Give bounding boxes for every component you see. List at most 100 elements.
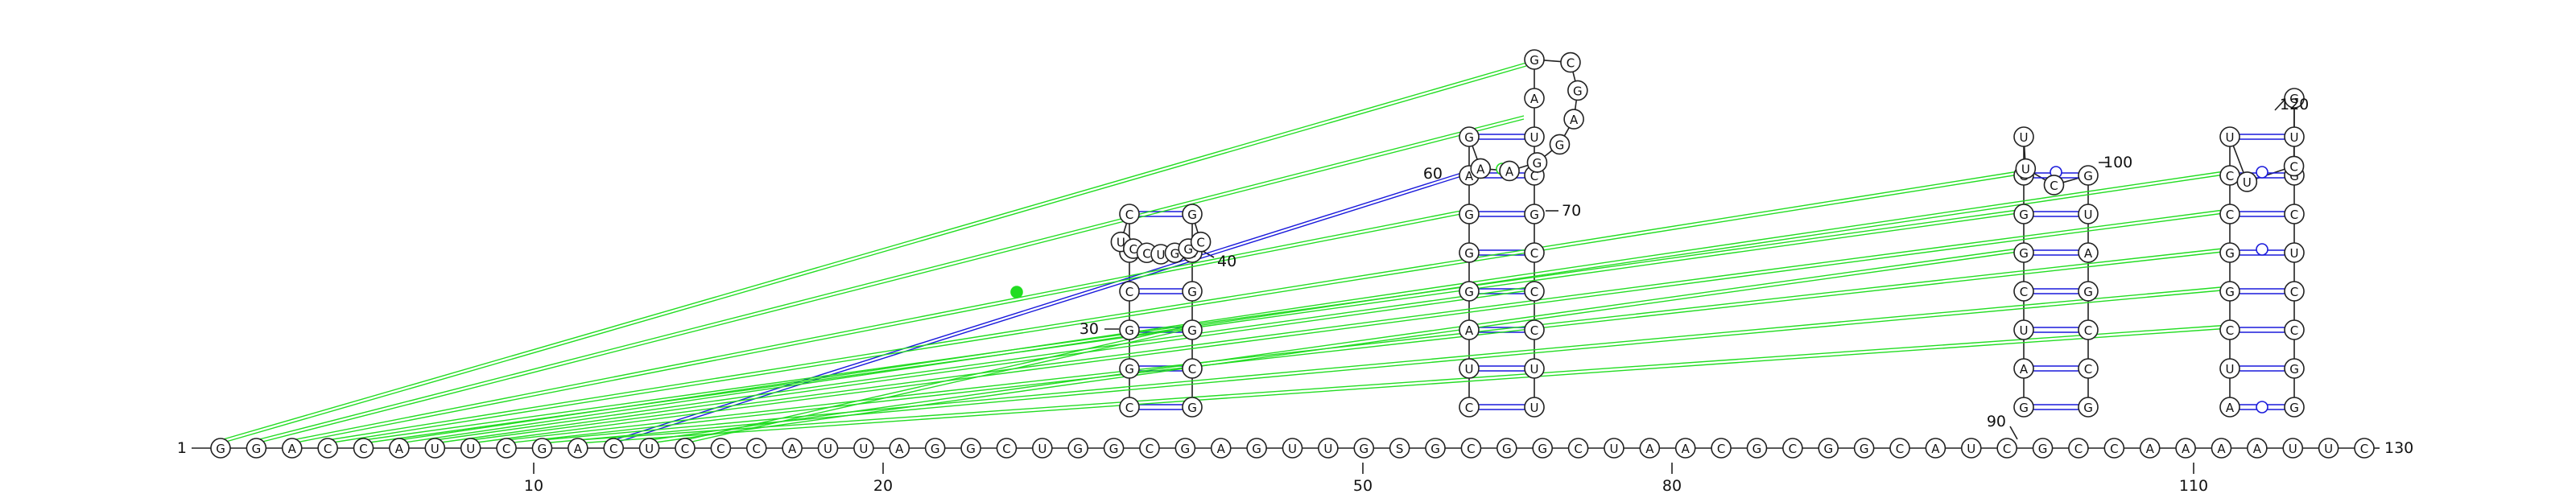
pseudoknot-pair bbox=[398, 173, 2231, 444]
pseudoknot-pair bbox=[220, 62, 1527, 441]
position-label-60: 60 bbox=[1423, 165, 1443, 183]
svg-text:C: C bbox=[1196, 236, 1204, 250]
svg-text:A: A bbox=[2253, 442, 2262, 456]
svg-text:G: G bbox=[2289, 92, 2299, 106]
position-label-10: 10 bbox=[524, 477, 543, 495]
svg-text:G: G bbox=[1125, 362, 1134, 377]
svg-text:A: A bbox=[1217, 442, 1226, 456]
svg-text:C: C bbox=[2074, 442, 2083, 456]
svg-text:C: C bbox=[1896, 442, 1904, 456]
position-label-80: 80 bbox=[1662, 477, 1682, 495]
svg-text:G: G bbox=[1464, 208, 1474, 222]
baseline-nucleotide: G bbox=[1818, 438, 1839, 459]
hairpin-1-five-prime-nucleotide: G bbox=[1119, 358, 1140, 379]
svg-text:G: G bbox=[931, 442, 940, 456]
svg-text:A: A bbox=[2020, 362, 2029, 377]
baseline-nucleotide: C bbox=[1139, 438, 1160, 459]
hairpin-4-three-prime-nucleotide: G bbox=[2284, 397, 2305, 418]
svg-text:C: C bbox=[2084, 323, 2092, 338]
svg-text:G: G bbox=[1530, 53, 1539, 68]
baseline-nucleotide: A bbox=[281, 438, 303, 459]
svg-text:A: A bbox=[1465, 169, 1474, 183]
loop-backbone bbox=[2062, 177, 2079, 183]
hairpin-2-loop-nucleotide: G bbox=[1567, 80, 1588, 101]
pseudoknot-pair bbox=[613, 170, 1470, 441]
svg-text:A: A bbox=[574, 442, 583, 456]
loop-backbone bbox=[2033, 172, 2046, 181]
noncanonical-pair-marker bbox=[2256, 401, 2268, 414]
baseline-nucleotide: U bbox=[2282, 438, 2304, 459]
pseudoknot-pair bbox=[256, 115, 1525, 441]
svg-text:U: U bbox=[2324, 442, 2333, 456]
loop-backbone bbox=[1543, 60, 1562, 63]
baseline-nucleotide: A bbox=[889, 438, 910, 459]
baseline-nucleotide: C bbox=[710, 438, 732, 459]
svg-text:G: G bbox=[1464, 285, 1474, 299]
svg-text:C: C bbox=[2084, 362, 2092, 377]
hairpin-4-three-prime-nucleotide: C bbox=[2284, 204, 2305, 224]
svg-text:U: U bbox=[1967, 442, 1975, 456]
position-label-120: 120 bbox=[2280, 96, 2309, 113]
baseline-nucleotide: A bbox=[1639, 438, 1661, 459]
svg-text:U: U bbox=[1465, 362, 1474, 377]
svg-text:U: U bbox=[2290, 246, 2299, 261]
svg-text:U: U bbox=[824, 442, 832, 456]
svg-text:G: G bbox=[1187, 285, 1197, 299]
baseline-nucleotide: A bbox=[389, 438, 410, 459]
svg-text:A: A bbox=[2146, 442, 2155, 456]
hairpin-2-three-prime-nucleotide: A bbox=[1524, 88, 1545, 109]
svg-text:G: G bbox=[966, 442, 976, 456]
svg-text:G: G bbox=[1464, 130, 1474, 145]
svg-text:C: C bbox=[2050, 179, 2058, 193]
svg-text:C: C bbox=[1789, 442, 1797, 456]
hairpin-3-five-prime-nucleotide: C bbox=[2013, 281, 2034, 302]
loop-backbone bbox=[1572, 71, 1576, 81]
svg-text:G: G bbox=[2289, 401, 2299, 415]
svg-text:A: A bbox=[2226, 401, 2235, 415]
baseline-nucleotide: C bbox=[2103, 438, 2125, 459]
hairpin-3-three-prime-nucleotide: C bbox=[2078, 358, 2099, 379]
baseline-nucleotide: C bbox=[675, 438, 696, 459]
pseudoknot-pair bbox=[577, 324, 2231, 441]
baseline-nucleotide: G bbox=[1174, 438, 1196, 459]
svg-text:G: G bbox=[1573, 84, 1583, 98]
label-leader bbox=[2274, 99, 2285, 111]
hairpin-4-five-prime-nucleotide: U bbox=[2219, 126, 2240, 147]
svg-text:G: G bbox=[2019, 401, 2029, 415]
position-label-50: 50 bbox=[1353, 477, 1373, 495]
svg-text:G: G bbox=[1125, 323, 1134, 338]
pseudoknot-pair bbox=[506, 247, 2231, 441]
svg-text:U: U bbox=[431, 442, 440, 456]
loop-backbone bbox=[1563, 127, 1570, 137]
baseline-nucleotide: G bbox=[1067, 438, 1088, 459]
svg-text:A: A bbox=[1645, 442, 1654, 456]
hairpin-1-five-prime-nucleotide: G bbox=[1119, 319, 1140, 340]
position-label-30: 30 bbox=[1080, 320, 1099, 338]
baseline-nucleotide: C bbox=[2354, 438, 2375, 459]
svg-text:C: C bbox=[2110, 442, 2118, 456]
hairpin-4-loop-nucleotide: U bbox=[2236, 171, 2258, 192]
svg-text:G: G bbox=[2083, 401, 2093, 415]
svg-text:U: U bbox=[2243, 175, 2252, 190]
hairpin-4-five-prime-nucleotide: G bbox=[2219, 281, 2240, 302]
hairpin-3-three-prime-nucleotide: U bbox=[2078, 204, 2099, 224]
baseline-nucleotide: A bbox=[1925, 438, 1946, 459]
svg-text:U: U bbox=[1288, 442, 1297, 456]
baseline-nucleotide: U bbox=[1282, 438, 1303, 459]
baseline-nucleotide: G bbox=[1496, 438, 1517, 459]
pseudoknot-pair bbox=[470, 212, 2231, 444]
label-leader bbox=[2009, 426, 2018, 440]
baseline-nucleotide: G bbox=[1853, 438, 1875, 459]
svg-text:C: C bbox=[681, 442, 689, 456]
baseline-nucleotide: G bbox=[1532, 438, 1553, 459]
svg-text:U: U bbox=[2020, 130, 2029, 145]
hairpin-4-five-prime-nucleotide: C bbox=[2219, 319, 2240, 340]
pseudoknot-pair bbox=[542, 286, 2231, 441]
baseline-nucleotide: C bbox=[1711, 438, 1732, 459]
svg-text:U: U bbox=[2289, 442, 2297, 456]
baseline-nucleotide: G bbox=[1353, 438, 1375, 459]
svg-text:A: A bbox=[1931, 442, 1940, 456]
svg-text:C: C bbox=[1142, 246, 1150, 261]
hairpin-2-three-prime-nucleotide: U bbox=[1524, 358, 1545, 379]
baseline-nucleotide: A bbox=[2247, 438, 2268, 459]
